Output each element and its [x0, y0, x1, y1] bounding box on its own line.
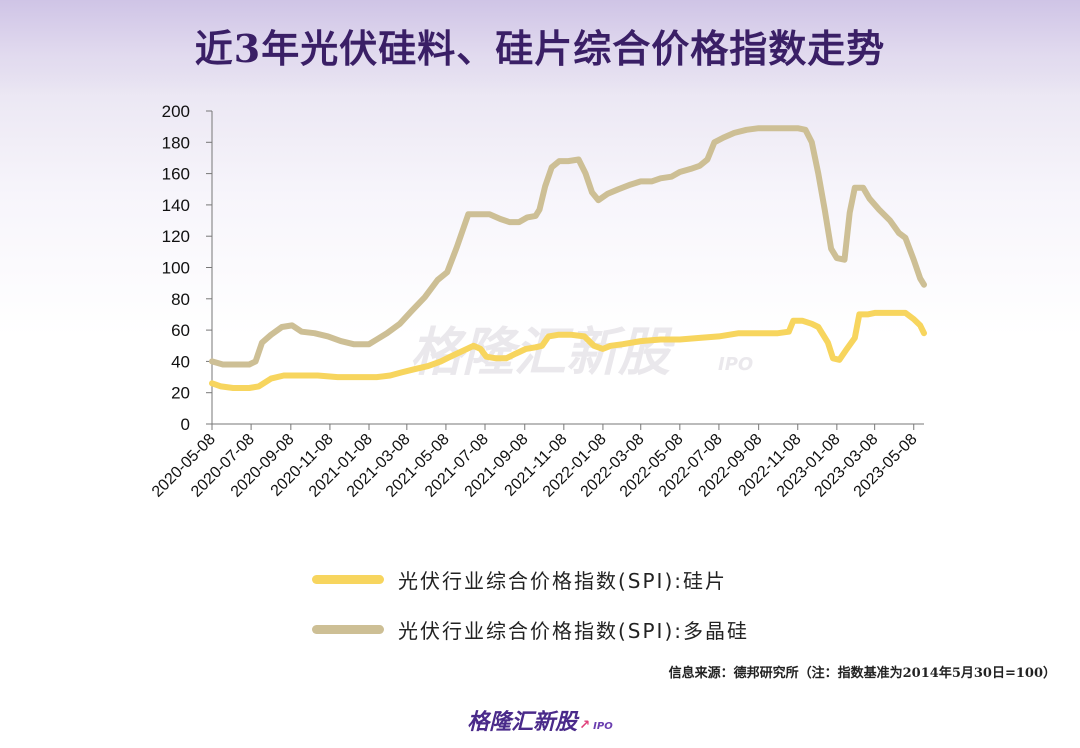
legend-label-polysilicon: 光伏行业综合价格指数(SPI):多晶硅: [398, 619, 749, 643]
footer-logo: 格隆汇新股 ↗ IPO: [0, 704, 1080, 736]
y-tick-label: 20: [171, 384, 190, 403]
watermark-ipo: IPO: [718, 354, 753, 375]
footer-ipo: IPO: [593, 721, 613, 732]
y-tick-label: 140: [162, 196, 190, 215]
y-tick-label: 180: [162, 133, 190, 152]
watermark-brand: 格隆汇新股: [410, 323, 676, 383]
y-tick-label: 120: [162, 227, 190, 246]
series-line-wafer: [209, 309, 927, 391]
legend-swatch-wafer: [312, 575, 384, 584]
y-tick-label: 0: [181, 415, 190, 434]
page-title: 近3年光伏硅料、硅片综合价格指数走势: [194, 26, 886, 71]
legend-swatch-polysilicon: [312, 625, 384, 634]
arrow-icon: ↗: [579, 718, 591, 733]
footer-brand: 格隆汇新股: [467, 710, 578, 735]
header-band: [0, 0, 1080, 95]
legend-item-polysilicon: 光伏行业综合价格指数(SPI):多晶硅: [312, 615, 749, 644]
y-tick-label: 80: [171, 290, 190, 309]
y-tick-label: 200: [162, 102, 190, 121]
legend-label-wafer: 光伏行业综合价格指数(SPI):硅片: [398, 569, 727, 593]
y-tick-label: 160: [162, 165, 190, 184]
y-tick-label: 60: [171, 321, 190, 340]
legend-item-wafer: 光伏行业综合价格指数(SPI):硅片: [312, 565, 727, 594]
y-tick-label: 40: [171, 352, 190, 371]
series-line-polysilicon: [209, 125, 927, 368]
source-note: 信息来源：德邦研究所（注：指数基准为2014年5月30日=100）: [668, 666, 1056, 681]
y-tick-label: 100: [162, 259, 190, 278]
